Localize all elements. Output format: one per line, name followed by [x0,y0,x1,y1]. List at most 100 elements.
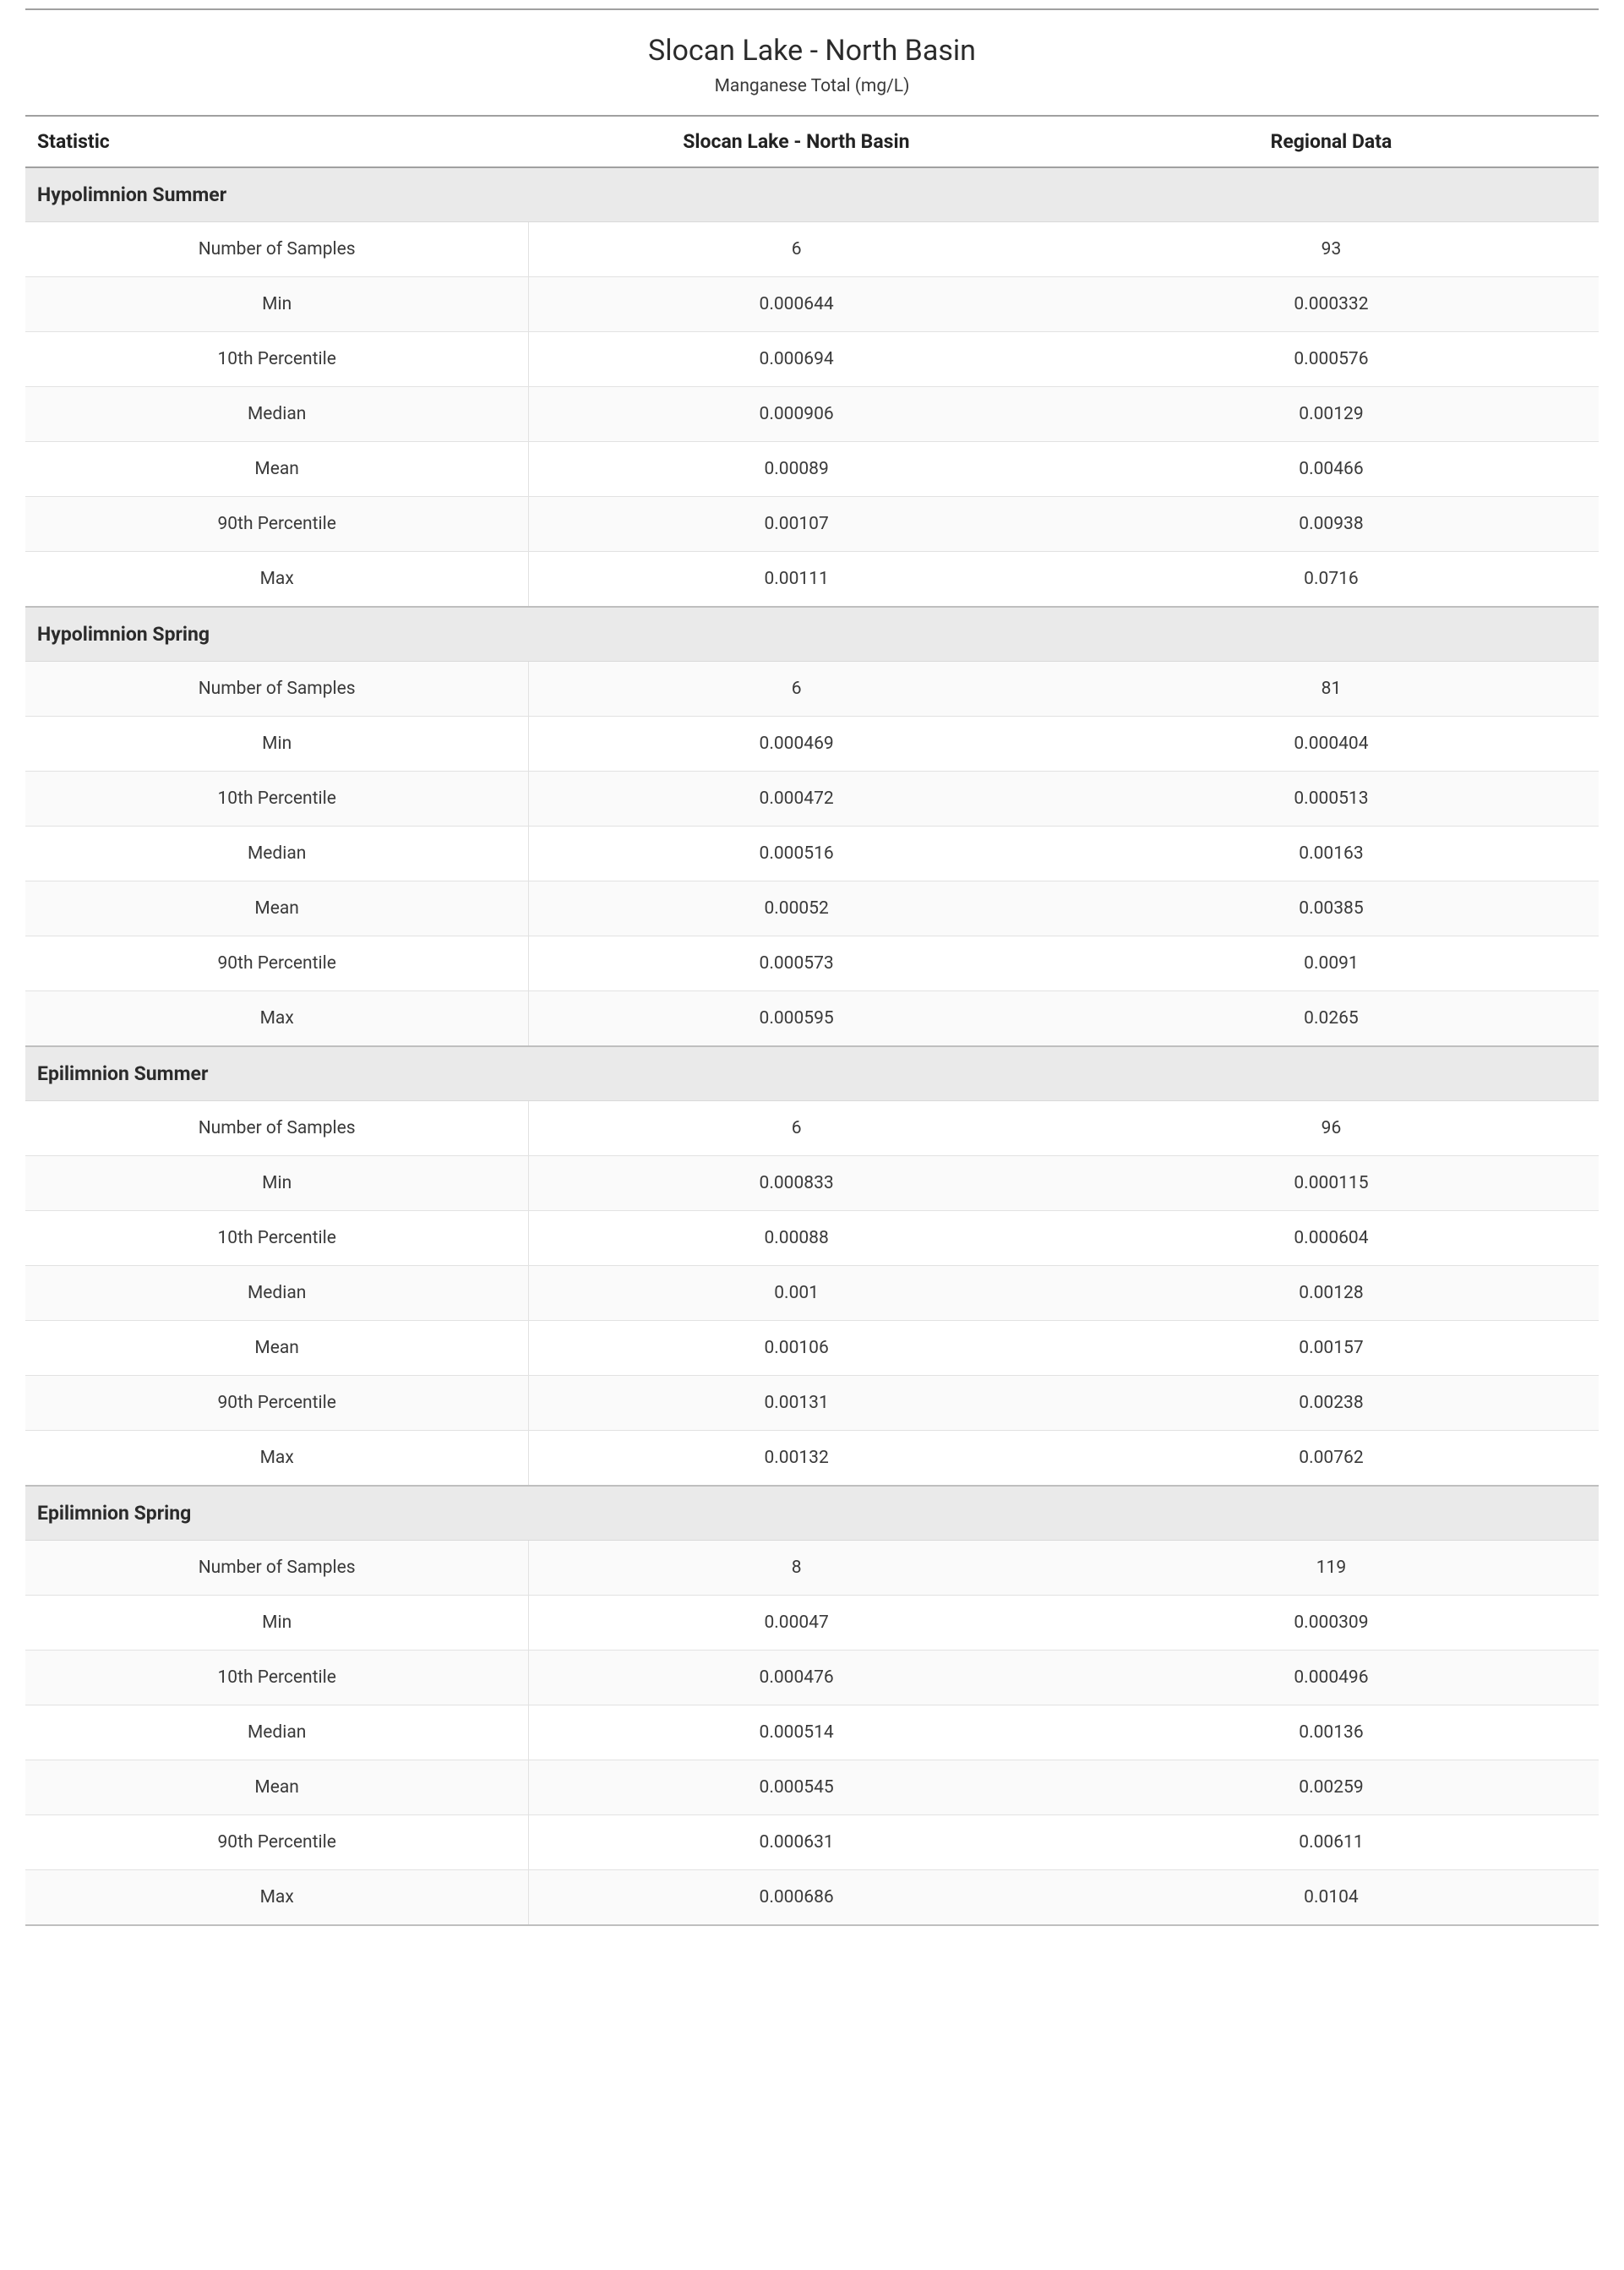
page-title: Slocan Lake - North Basin [25,10,1599,76]
table-row: Max0.001110.0716 [25,552,1599,608]
regional-value: 0.000115 [1064,1156,1599,1211]
table-row: Max0.001320.00762 [25,1431,1599,1487]
stat-label: Median [25,1705,529,1760]
table-row: 10th Percentile0.000880.000604 [25,1211,1599,1266]
site-value: 0.00131 [529,1376,1064,1431]
table-row: Number of Samples681 [25,662,1599,717]
regional-value: 0.0716 [1064,552,1599,608]
regional-value: 0.000309 [1064,1596,1599,1651]
stat-label: Median [25,387,529,442]
table-row: Min0.0006440.000332 [25,277,1599,332]
regional-value: 0.00611 [1064,1815,1599,1870]
regional-value: 0.000576 [1064,332,1599,387]
site-value: 0.000906 [529,387,1064,442]
stat-label: 90th Percentile [25,1376,529,1431]
site-value: 0.000686 [529,1870,1064,1926]
stat-label: Median [25,827,529,881]
regional-value: 0.00259 [1064,1760,1599,1815]
section-header: Epilimnion Summer [25,1046,1599,1101]
site-value: 0.000631 [529,1815,1064,1870]
regional-value: 0.00129 [1064,387,1599,442]
stat-label: Mean [25,442,529,497]
regional-value: 0.00938 [1064,497,1599,552]
site-value: 0.00111 [529,552,1064,608]
table-row: Median0.0005160.00163 [25,827,1599,881]
stats-table: Statistic Slocan Lake - North Basin Regi… [25,115,1599,1926]
stat-label: Max [25,552,529,608]
table-row: Mean0.0005450.00259 [25,1760,1599,1815]
table-row: Mean0.000890.00466 [25,442,1599,497]
table-row: Max0.0006860.0104 [25,1870,1599,1926]
col-header-site: Slocan Lake - North Basin [529,116,1064,167]
site-value: 6 [529,222,1064,277]
table-header-row: Statistic Slocan Lake - North Basin Regi… [25,116,1599,167]
section-title: Epilimnion Summer [25,1046,1599,1101]
table-row: 10th Percentile0.0004760.000496 [25,1651,1599,1705]
regional-value: 0.0091 [1064,936,1599,991]
table-row: 90th Percentile0.001310.00238 [25,1376,1599,1431]
stat-label: Min [25,717,529,772]
stat-label: Number of Samples [25,662,529,717]
site-value: 0.000833 [529,1156,1064,1211]
site-value: 6 [529,1101,1064,1156]
regional-value: 0.00238 [1064,1376,1599,1431]
regional-value: 0.00136 [1064,1705,1599,1760]
site-value: 0.000516 [529,827,1064,881]
regional-value: 0.00157 [1064,1321,1599,1376]
regional-value: 0.0265 [1064,991,1599,1047]
regional-value: 0.00128 [1064,1266,1599,1321]
stat-label: Mean [25,881,529,936]
stat-label: 10th Percentile [25,332,529,387]
section-header: Hypolimnion Summer [25,167,1599,222]
table-row: Median0.0010.00128 [25,1266,1599,1321]
stat-label: 90th Percentile [25,936,529,991]
table-row: 90th Percentile0.0005730.0091 [25,936,1599,991]
site-value: 0.00052 [529,881,1064,936]
table-row: Mean0.000520.00385 [25,881,1599,936]
table-row: Min0.000470.000309 [25,1596,1599,1651]
table-row: Max0.0005950.0265 [25,991,1599,1047]
table-row: Min0.0008330.000115 [25,1156,1599,1211]
table-row: Number of Samples8119 [25,1541,1599,1596]
table-row: Median0.0009060.00129 [25,387,1599,442]
regional-value: 0.00163 [1064,827,1599,881]
site-value: 0.000472 [529,772,1064,827]
regional-value: 93 [1064,222,1599,277]
site-value: 0.000573 [529,936,1064,991]
regional-value: 0.00762 [1064,1431,1599,1487]
site-value: 0.000545 [529,1760,1064,1815]
regional-value: 0.000513 [1064,772,1599,827]
site-value: 6 [529,662,1064,717]
stat-label: Min [25,1596,529,1651]
site-value: 0.00132 [529,1431,1064,1487]
regional-value: 81 [1064,662,1599,717]
regional-value: 0.00466 [1064,442,1599,497]
stat-label: Max [25,1870,529,1926]
site-value: 0.000644 [529,277,1064,332]
section-title: Hypolimnion Summer [25,167,1599,222]
section-header: Epilimnion Spring [25,1486,1599,1541]
stat-label: 10th Percentile [25,772,529,827]
table-row: Number of Samples693 [25,222,1599,277]
stat-label: Max [25,1431,529,1487]
table-row: Median0.0005140.00136 [25,1705,1599,1760]
site-value: 0.000514 [529,1705,1064,1760]
section-title: Epilimnion Spring [25,1486,1599,1541]
site-value: 0.000595 [529,991,1064,1047]
stat-label: Number of Samples [25,222,529,277]
table-row: 90th Percentile0.001070.00938 [25,497,1599,552]
regional-value: 0.0104 [1064,1870,1599,1926]
stat-label: Max [25,991,529,1047]
regional-value: 0.000496 [1064,1651,1599,1705]
table-row: 10th Percentile0.0004720.000513 [25,772,1599,827]
site-value: 0.001 [529,1266,1064,1321]
page-subtitle: Manganese Total (mg/L) [25,76,1599,115]
stat-label: Min [25,277,529,332]
regional-value: 0.000604 [1064,1211,1599,1266]
regional-value: 96 [1064,1101,1599,1156]
site-value: 0.000469 [529,717,1064,772]
site-value: 8 [529,1541,1064,1596]
table-row: Mean0.001060.00157 [25,1321,1599,1376]
table-row: Number of Samples696 [25,1101,1599,1156]
site-value: 0.000694 [529,332,1064,387]
